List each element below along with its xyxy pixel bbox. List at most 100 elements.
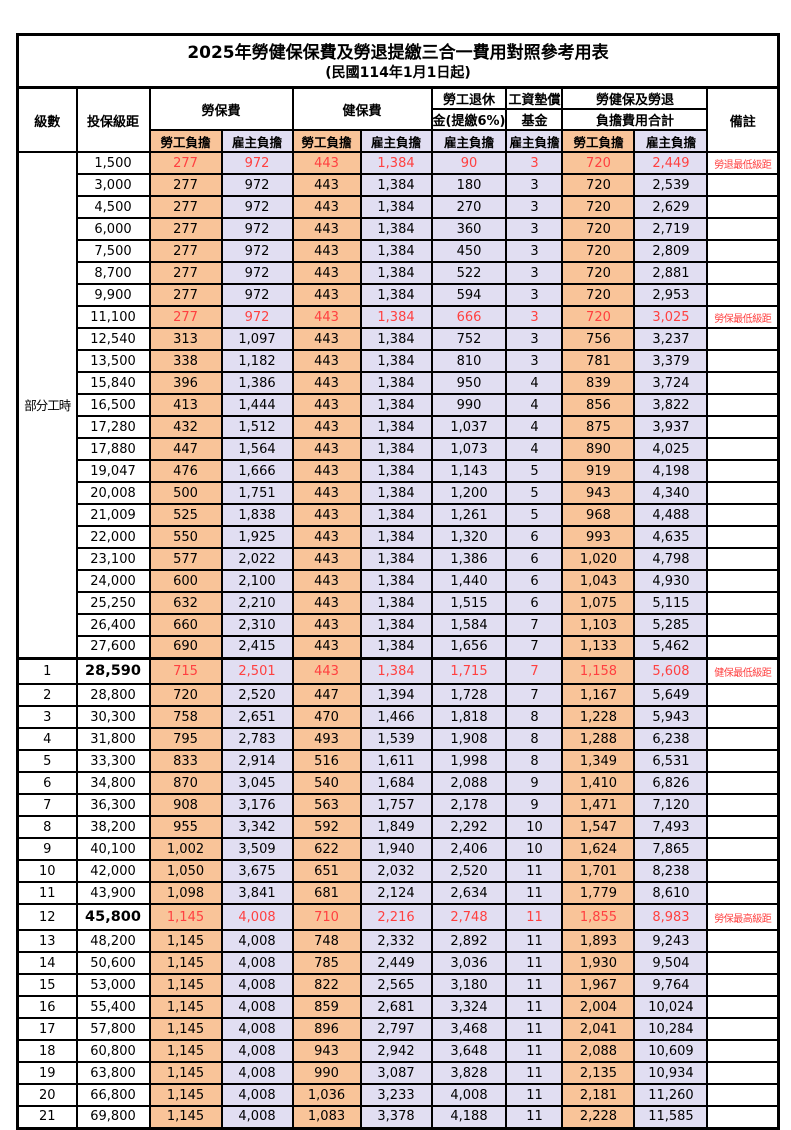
table-row: 27,600 690 2,415 443 1,384 1,656 7 1,133 5,462 [18, 635, 780, 659]
table-row: 19,047 476 1,666 443 1,384 1,143 5 919 4,198 [18, 459, 780, 483]
table-row: 3,000 277 972 443 1,384 180 3 720 2,539 [18, 173, 780, 197]
value-cell: 1,384 [359, 459, 433, 483]
table-row: 21 69,800 1,145 4,008 1,083 3,378 4,188 11 2,228… [16, 1105, 780, 1129]
level-cell: 10 [16, 859, 78, 883]
col-header-total-employer-share: 雇主負擔 [633, 129, 709, 153]
value-cell: 10,284 [633, 1017, 709, 1041]
value-cell: 7 [505, 683, 564, 707]
value-cell: 752 [430, 327, 508, 351]
value-cell: 4,008 [220, 1039, 294, 1063]
bracket-cell: 25,250 [75, 591, 151, 615]
value-cell: 781 [561, 349, 636, 373]
value-cell: 4,340 [633, 481, 709, 505]
remark-cell [706, 771, 780, 795]
value-cell: 1,564 [220, 437, 294, 461]
level-cell: 14 [16, 951, 78, 975]
level-cell: 2 [16, 683, 78, 707]
remark-cell [706, 793, 780, 817]
value-cell: 1,103 [561, 613, 636, 637]
value-cell: 955 [148, 815, 223, 839]
value-cell: 10 [505, 837, 564, 861]
table-row: 22,000 550 1,925 443 1,384 1,320 6 993 4,635 [18, 525, 780, 549]
value-cell: 1,349 [561, 749, 636, 773]
bracket-cell: 31,800 [75, 727, 151, 751]
table-row: 7,500 277 972 443 1,384 450 3 720 2,809 [18, 239, 780, 263]
value-cell: 1,384 [359, 547, 433, 571]
value-cell: 594 [430, 283, 508, 307]
value-cell: 681 [291, 881, 362, 905]
value-cell: 3 [505, 217, 564, 241]
remark-cell [706, 283, 780, 307]
value-cell: 3,324 [430, 995, 508, 1019]
value-cell: 443 [291, 239, 362, 263]
value-cell: 1,384 [359, 481, 433, 505]
value-cell: 6 [505, 591, 564, 615]
value-cell: 1,656 [430, 635, 508, 659]
remark-cell [706, 481, 780, 505]
level-cell: 1 [16, 656, 78, 685]
value-cell: 3,025 [633, 305, 709, 329]
value-cell: 277 [148, 173, 223, 197]
value-cell: 11 [505, 903, 564, 931]
value-cell: 550 [148, 525, 223, 549]
remark-cell [706, 547, 780, 571]
table-row: 13,500 338 1,182 443 1,384 810 3 781 3,379 [18, 349, 780, 373]
value-cell: 2,634 [430, 881, 508, 905]
value-cell: 3 [505, 327, 564, 351]
value-cell: 833 [148, 749, 223, 773]
bracket-cell: 13,500 [75, 349, 151, 373]
value-cell: 1,143 [430, 459, 508, 483]
bracket-cell: 23,100 [75, 547, 151, 571]
bracket-cell: 53,000 [75, 973, 151, 997]
col-header-total-line2: 負擔費用合計 [561, 108, 709, 131]
remark-cell [706, 261, 780, 285]
value-cell: 720 [561, 239, 636, 263]
value-cell: 8 [505, 749, 564, 773]
remark-cell [706, 239, 780, 263]
value-cell: 1,073 [430, 437, 508, 461]
value-cell: 2,520 [220, 683, 294, 707]
col-header-fund-line1: 工資墊償 [505, 86, 564, 110]
value-cell: 919 [561, 459, 636, 483]
value-cell: 2,310 [220, 613, 294, 637]
value-cell: 1,384 [359, 173, 433, 197]
value-cell: 443 [291, 349, 362, 373]
value-cell: 1,002 [148, 837, 223, 861]
bracket-cell: 48,200 [75, 929, 151, 953]
value-cell: 3,828 [430, 1061, 508, 1085]
value-cell: 1,547 [561, 815, 636, 839]
value-cell: 1,384 [359, 569, 433, 593]
remark-cell [706, 415, 780, 439]
value-cell: 2,292 [430, 815, 508, 839]
value-cell: 1,200 [430, 481, 508, 505]
value-cell: 4,635 [633, 525, 709, 549]
value-cell: 443 [291, 195, 362, 219]
table-row: 14 50,600 1,145 4,008 785 2,449 3,036 11 1,930 9,… [16, 951, 780, 975]
value-cell: 443 [291, 569, 362, 593]
table-row: 1 28,590 715 2,501 443 1,384 1,715 7 1,158 5,608 健… [16, 656, 780, 685]
value-cell: 9,764 [633, 973, 709, 997]
value-cell: 4 [505, 393, 564, 417]
value-cell: 5 [505, 481, 564, 505]
value-cell: 11 [505, 881, 564, 905]
value-cell: 1,666 [220, 459, 294, 483]
bracket-cell: 33,300 [75, 749, 151, 773]
bracket-cell: 69,800 [75, 1105, 151, 1129]
bracket-cell: 28,590 [75, 656, 151, 685]
value-cell: 4,488 [633, 503, 709, 527]
value-cell: 1,228 [561, 705, 636, 729]
value-cell: 443 [291, 173, 362, 197]
remark-cell [706, 1061, 780, 1085]
value-cell: 8 [505, 727, 564, 751]
value-cell: 810 [430, 349, 508, 373]
remark-cell [706, 591, 780, 615]
value-cell: 2,565 [359, 973, 433, 997]
table-row: 12 45,800 1,145 4,008 710 2,216 2,748 11 1,855 8,… [16, 903, 780, 931]
table-row: 6 34,800 870 3,045 540 1,684 2,088 9 1,410 6,826 [16, 771, 780, 795]
value-cell: 2,449 [633, 151, 709, 175]
level-cell: 16 [16, 995, 78, 1019]
table-row: 17,280 432 1,512 443 1,384 1,037 4 875 3,937 [18, 415, 780, 439]
value-cell: 720 [148, 683, 223, 707]
value-cell: 785 [291, 951, 362, 975]
value-cell: 1,684 [359, 771, 433, 795]
